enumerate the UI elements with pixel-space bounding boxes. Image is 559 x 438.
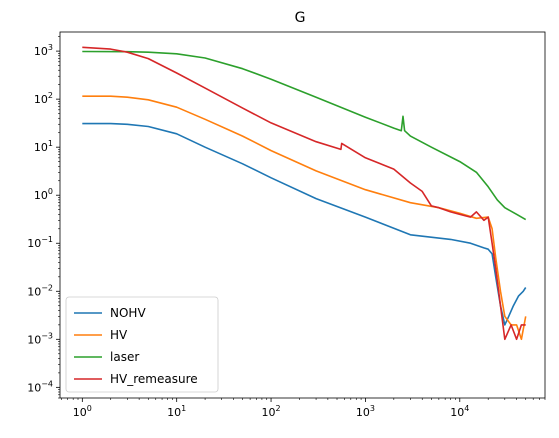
- series-layer: [82, 46, 527, 341]
- x-tick-label: 101: [167, 404, 186, 419]
- series-line-hv-remeasure: [82, 46, 526, 341]
- y-tick-label: 10−4: [27, 379, 53, 394]
- legend-label-laser: laser: [110, 350, 139, 364]
- tick-layer: 100 101 102 103 104 10−4 10−3 10−2 10−1 100 101 102…: [27, 36, 546, 419]
- y-tick-label: 10−2: [27, 283, 53, 298]
- x-tick-label: 103: [356, 404, 375, 419]
- series-line-nohv: [82, 122, 527, 326]
- y-tick-label: 103: [34, 43, 53, 58]
- legend-label-nohv: NOHV: [110, 306, 146, 320]
- y-tick-label: 101: [34, 139, 53, 154]
- legend-label-hv: HV: [110, 328, 128, 342]
- x-tick-label: 104: [450, 404, 469, 419]
- x-tick-label: 102: [262, 404, 281, 419]
- legend: NOHV HV laser HV_remeasure: [65, 296, 219, 393]
- legend-label-hv-remeasure: HV_remeasure: [110, 372, 198, 386]
- y-tick-label: 102: [34, 91, 53, 106]
- series-line-laser: [82, 50, 527, 221]
- y-tick-label: 10−3: [27, 331, 53, 346]
- x-tick-label: 100: [73, 404, 92, 419]
- legend-box: [65, 296, 219, 393]
- y-tick-label: 100: [34, 187, 53, 202]
- chart-title: G: [295, 10, 306, 26]
- y-tick-label: 10−1: [27, 235, 53, 250]
- plot-frame: [59, 31, 546, 399]
